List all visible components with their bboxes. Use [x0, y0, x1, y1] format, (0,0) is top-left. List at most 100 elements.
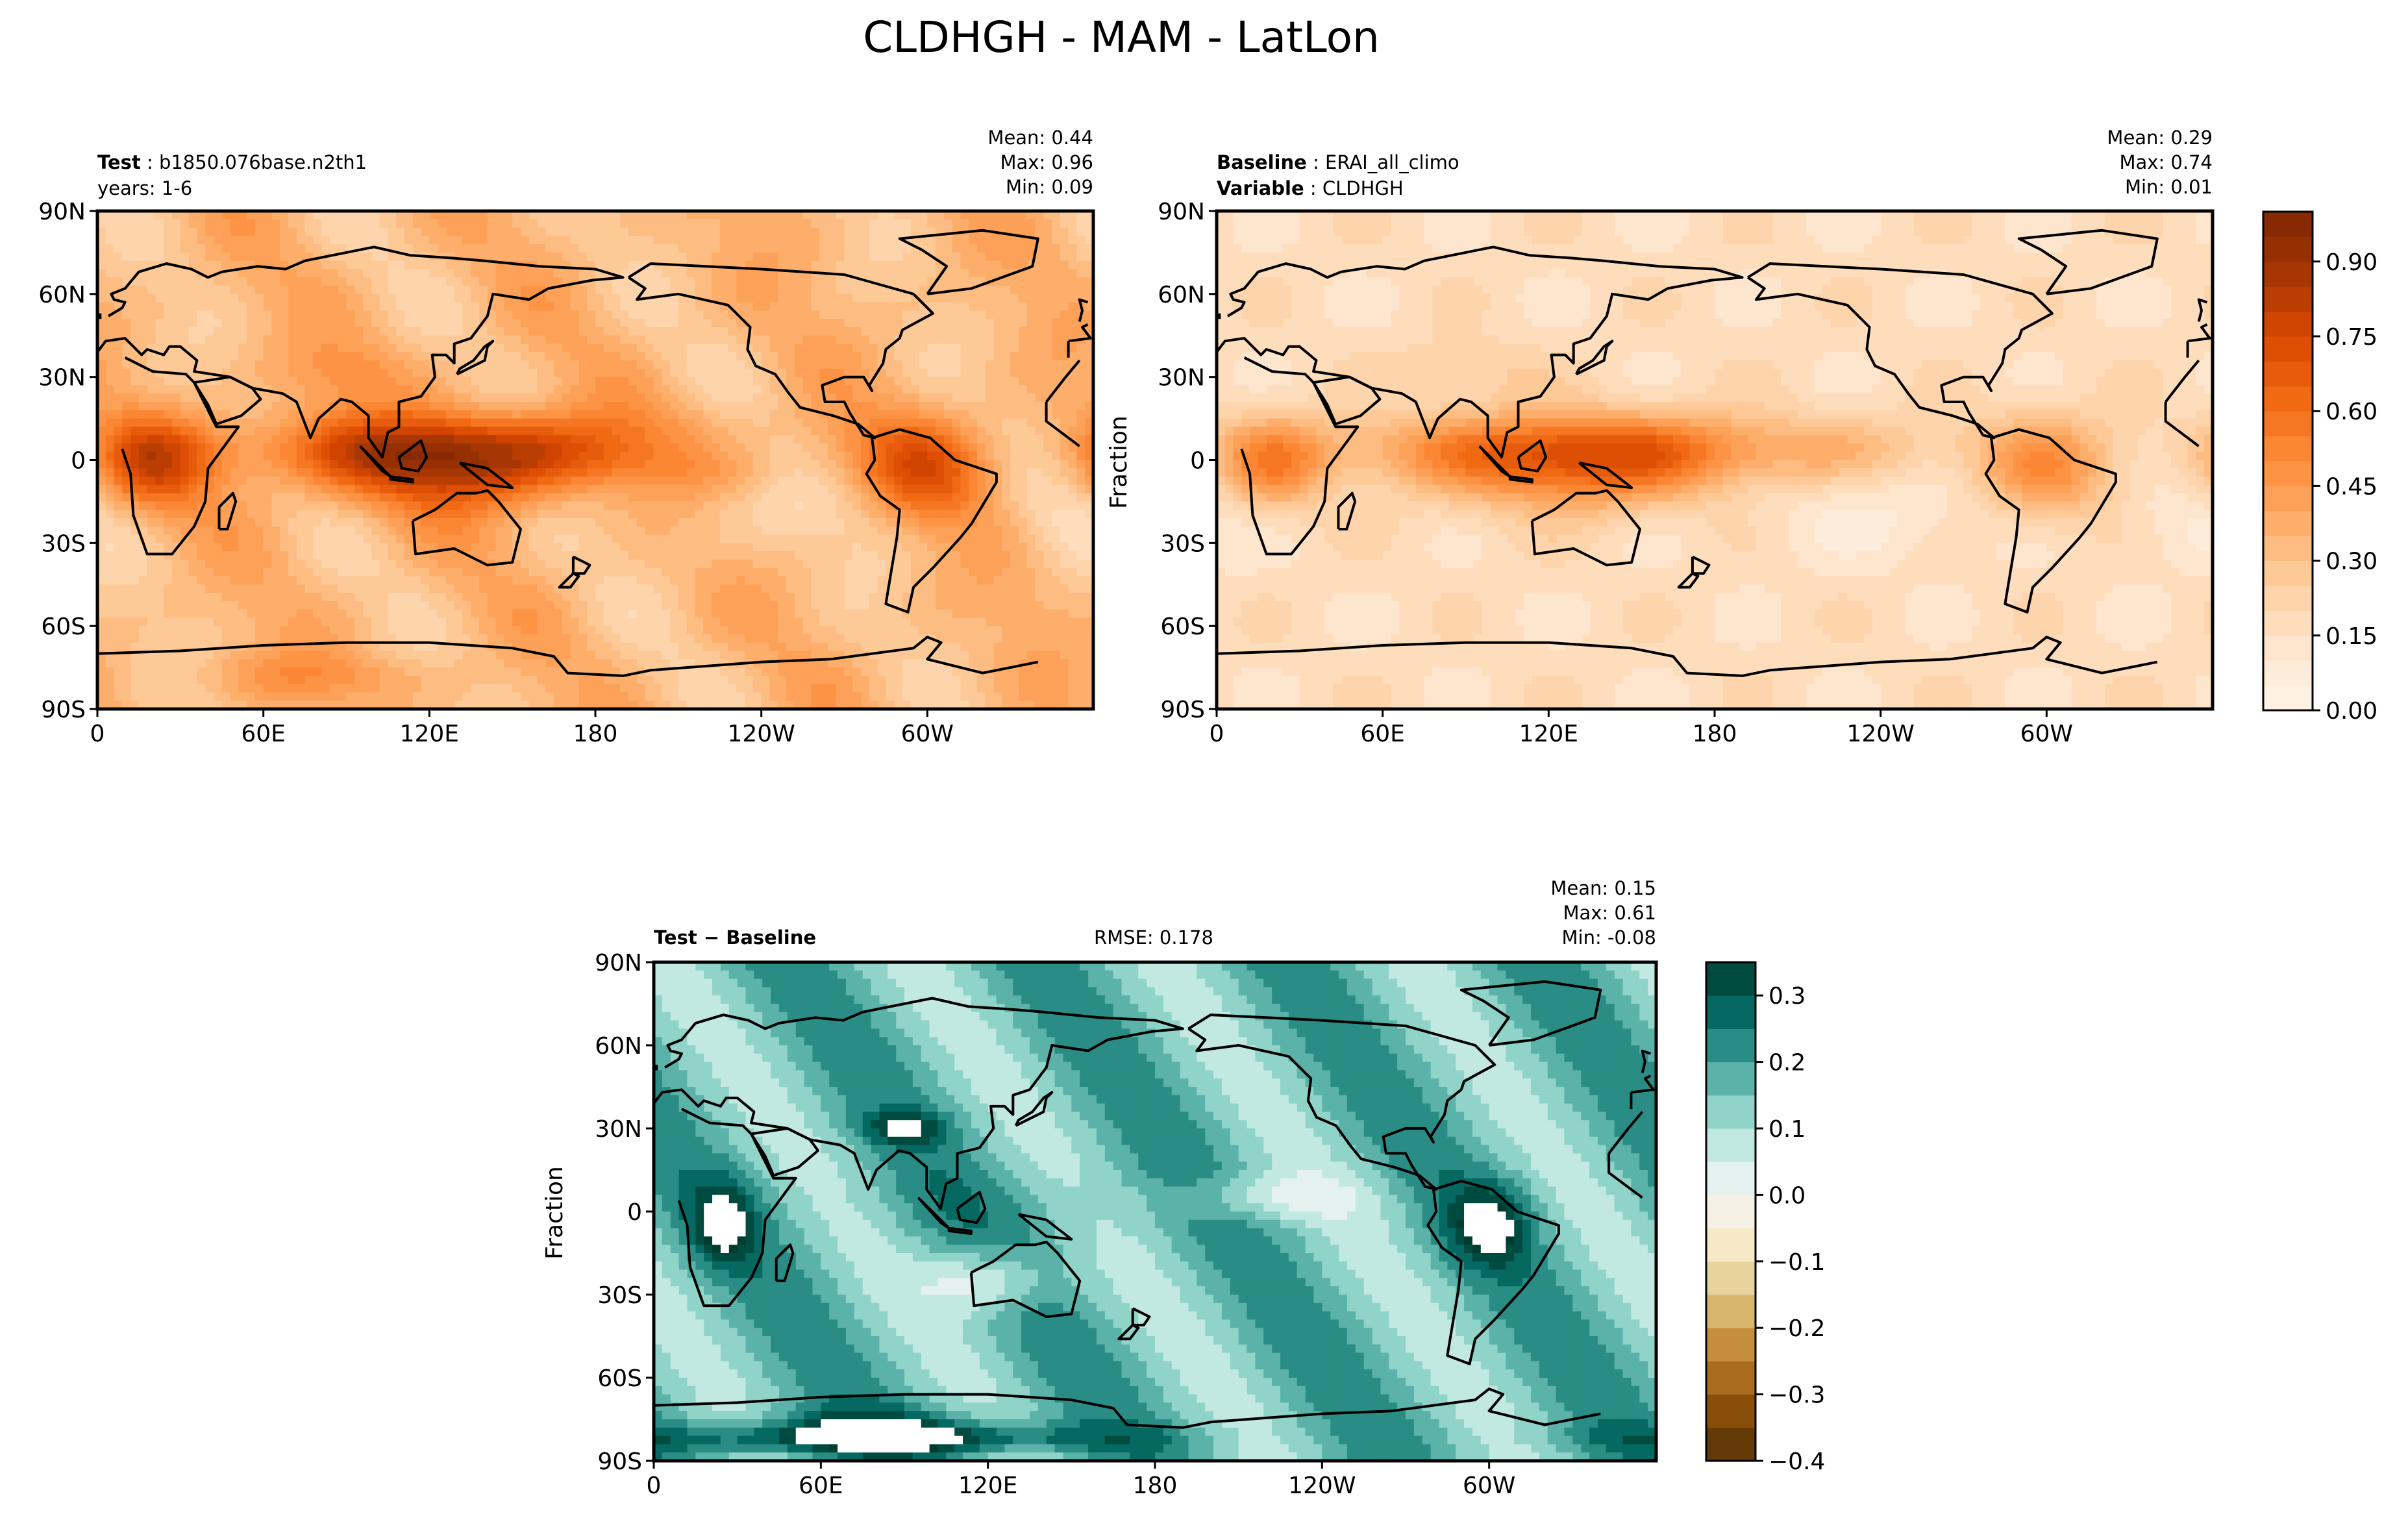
field-cell: [662, 352, 671, 361]
field-cell: [769, 427, 778, 436]
field-cell: [504, 286, 513, 295]
field-cell: [844, 319, 853, 328]
field-cell: [645, 443, 654, 453]
field-cell: [545, 501, 554, 510]
field-cell: [462, 385, 471, 394]
field-cell: [1026, 368, 1036, 378]
field-cell: [819, 219, 828, 229]
field-cell: [155, 236, 164, 245]
field-cell: [736, 343, 745, 353]
field-cell: [645, 543, 654, 552]
field-cell: [927, 460, 936, 469]
field-cell: [396, 418, 405, 427]
field-cell: [155, 335, 164, 345]
field-cell: [678, 468, 688, 477]
field-cell: [752, 260, 762, 270]
field-cell: [827, 393, 837, 403]
field-cell: [271, 543, 280, 552]
field-cell: [313, 477, 322, 486]
field-cell: [363, 368, 372, 378]
field-cell: [662, 360, 671, 369]
field-cell: [886, 543, 895, 552]
field-cell: [338, 543, 347, 552]
field-cell: [495, 227, 504, 236]
field-cell: [794, 385, 804, 394]
field-cell: [429, 269, 438, 278]
field-cell: [495, 435, 504, 444]
field-cell: [288, 286, 297, 295]
field-cell: [587, 260, 596, 270]
field-cell: [852, 460, 862, 469]
field-cell: [745, 360, 754, 369]
field-cell: [487, 244, 497, 253]
field-cell: [1068, 517, 1078, 527]
field-cell: [802, 227, 812, 236]
field-cell: [188, 219, 197, 229]
field-cell: [321, 286, 330, 295]
field-cell: [952, 385, 962, 394]
field-cell: [711, 352, 721, 361]
field-cell: [147, 227, 156, 236]
field-cell: [943, 460, 953, 469]
field-cell: [819, 302, 828, 311]
field-cell: [346, 352, 355, 361]
field-cell: [379, 269, 389, 278]
field-cell: [445, 427, 455, 436]
field-cell: [943, 418, 953, 427]
field-cell: [238, 460, 247, 469]
field-cell: [1002, 543, 1011, 552]
field-cell: [919, 227, 928, 236]
field-cell: [1002, 368, 1011, 378]
field-cell: [1043, 293, 1052, 303]
field-cell: [504, 451, 513, 461]
field-cell: [811, 484, 820, 494]
field-cell: [844, 260, 853, 270]
field-cell: [1085, 493, 1093, 503]
field-cell: [1043, 410, 1052, 419]
field-cell: [404, 335, 414, 345]
field-cell: [164, 219, 173, 229]
field-cell: [254, 244, 264, 253]
field-cell: [927, 377, 936, 386]
field-cell: [479, 435, 488, 444]
field-cell: [877, 236, 887, 245]
field-cell: [445, 551, 455, 560]
field-cell: [445, 236, 455, 245]
field-cell: [172, 477, 181, 486]
field-cell: [819, 477, 828, 486]
field-cell: [105, 277, 115, 286]
field-cell: [495, 343, 504, 353]
field-cell: [936, 211, 945, 220]
field-cell: [479, 534, 488, 543]
field-cell: [97, 468, 106, 477]
field-cell: [520, 493, 530, 503]
field-cell: [412, 260, 422, 270]
field-cell: [495, 385, 504, 394]
field-cell: [371, 227, 380, 236]
field-cell: [952, 517, 962, 527]
field-cell: [412, 385, 422, 394]
field-cell: [786, 443, 795, 453]
field-cell: [321, 451, 330, 461]
field-cell: [479, 517, 488, 527]
field-cell: [1002, 236, 1011, 245]
field-cell: [877, 468, 887, 477]
field-cell: [114, 319, 123, 328]
field-cell: [172, 310, 181, 319]
field-cell: [504, 236, 513, 245]
field-cell: [105, 393, 115, 403]
field-cell: [662, 393, 671, 403]
field-cell: [587, 484, 596, 494]
field-cell: [902, 435, 912, 444]
field-cell: [213, 402, 223, 411]
field-cell: [313, 327, 322, 336]
field-cell: [1060, 410, 1069, 419]
field-cell: [861, 402, 870, 411]
field-cell: [504, 543, 513, 552]
field-cell: [221, 244, 231, 253]
field-cell: [230, 335, 239, 345]
field-cell: [288, 293, 297, 303]
field-cell: [653, 360, 662, 369]
field-cell: [686, 484, 695, 494]
field-cell: [288, 427, 297, 436]
